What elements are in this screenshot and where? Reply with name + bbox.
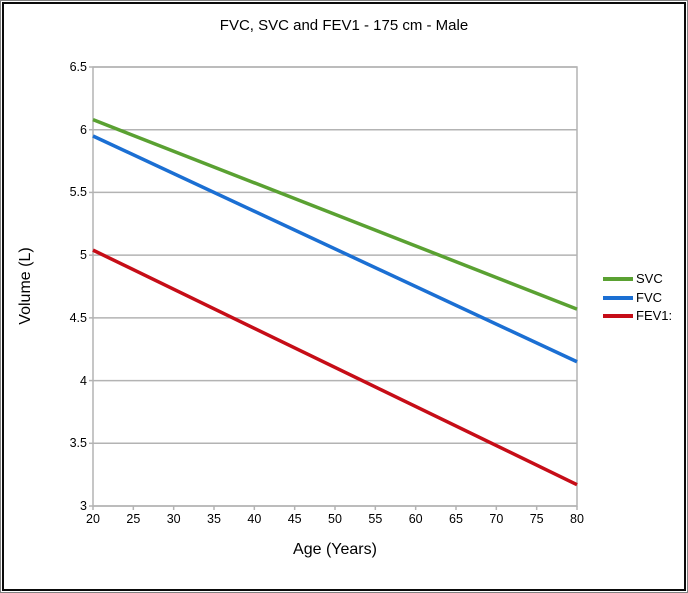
chart-title: FVC, SVC and FEV1 - 175 cm - Male bbox=[219, 17, 469, 34]
legend-item-fvc: FVC bbox=[603, 289, 672, 308]
x-tick-label-20: 20 bbox=[86, 512, 100, 526]
y-tick-label-3: 3 bbox=[80, 499, 87, 513]
x-tick-label-70: 70 bbox=[489, 512, 504, 526]
y-tick-label-4.5: 4.5 bbox=[69, 310, 87, 325]
x-tick-label-60: 60 bbox=[408, 512, 423, 526]
legend-line-swatch bbox=[603, 295, 633, 300]
legend-label: FVC bbox=[636, 289, 662, 305]
legend-item-svc: SVC bbox=[603, 270, 672, 289]
series-line-fev1 bbox=[92, 248, 578, 487]
x-tick-label-40: 40 bbox=[247, 512, 262, 526]
x-tick-label-35: 35 bbox=[207, 512, 221, 526]
y-tick-label-6.5: 6.5 bbox=[69, 60, 87, 74]
legend: SVC FVC FEV1: bbox=[603, 270, 672, 326]
y-tick-label-5: 5 bbox=[80, 248, 87, 263]
y-tick-label-5.5: 5.5 bbox=[69, 185, 87, 200]
legend-label: SVC bbox=[636, 271, 663, 287]
legend-line-swatch bbox=[603, 277, 633, 282]
x-tick-label-55: 55 bbox=[368, 512, 383, 526]
x-axis-title: Age (Years) bbox=[293, 541, 377, 558]
x-tick-label-80: 80 bbox=[570, 512, 584, 526]
y-tick-label-3.5: 3.5 bbox=[69, 436, 87, 451]
y-tick-label-6: 6 bbox=[80, 122, 87, 137]
x-tick-label-75: 75 bbox=[529, 512, 544, 526]
x-tick-label-45: 45 bbox=[287, 512, 302, 526]
x-tick-label-25: 25 bbox=[126, 512, 141, 526]
y-tick-label-4: 4 bbox=[80, 373, 87, 388]
x-tick-label-65: 65 bbox=[449, 512, 463, 526]
legend-line-swatch bbox=[603, 314, 633, 319]
x-tick-label-50: 50 bbox=[328, 512, 342, 526]
series-line-fvc bbox=[92, 134, 578, 364]
x-tick-label-30: 30 bbox=[166, 512, 181, 526]
legend-label: FEV1: bbox=[636, 308, 673, 324]
legend-item-fev1: FEV1: bbox=[603, 307, 672, 326]
y-axis-title: Volume (L) bbox=[17, 246, 34, 325]
series-line-svc bbox=[92, 118, 578, 311]
